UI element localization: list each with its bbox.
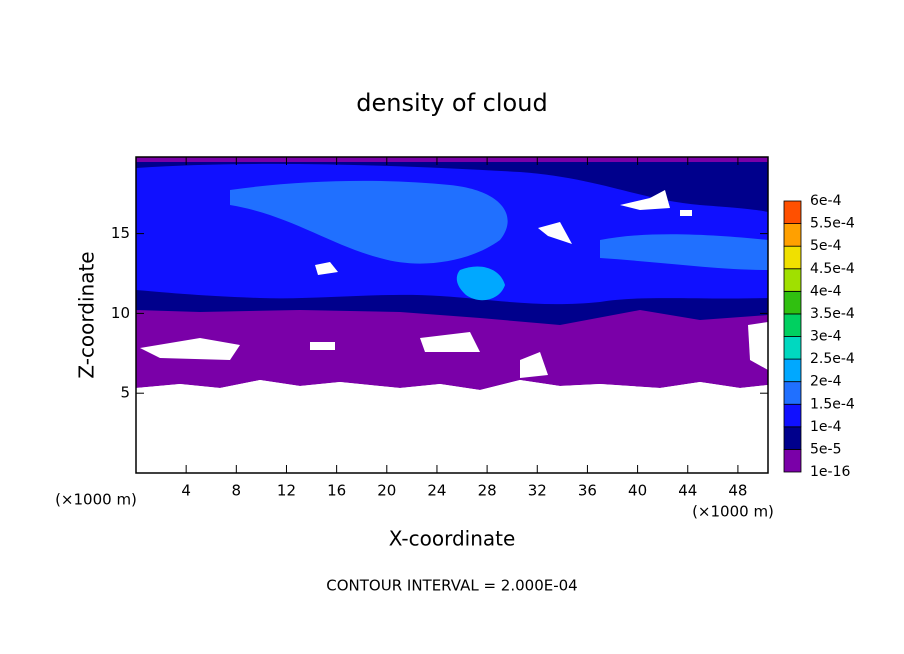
colorbar-label: 3e-4 [810,329,842,345]
colorbar-label: 5e-4 [810,238,842,254]
colorbar-swatch [783,358,802,383]
x-tick-label: 44 [678,482,697,500]
x-tick-label: 4 [181,482,191,500]
contour-field [136,157,768,473]
colorbar-swatch [783,268,802,292]
colorbar-swatch [783,313,802,337]
colorbar-label: 5e-5 [810,441,841,457]
empty-region [520,352,548,378]
empty-region [748,322,768,370]
empty-region [620,190,670,210]
footer-note: CONTOUR INTERVAL = 2.000E-04 [326,577,577,595]
colorbar-label: 2.5e-4 [810,351,855,367]
colorbar-swatch [783,336,802,360]
colorbar-swatch [783,245,802,270]
x-tick-label: 12 [277,482,296,500]
empty-region [315,262,338,275]
colorbar-label: 2e-4 [810,374,842,390]
y-tick-label: 15 [111,224,130,242]
colorbar-swatch [783,290,802,315]
colorbar-label: 1.5e-4 [810,396,855,412]
x-tick-label: 24 [427,482,446,500]
empty-region [420,332,480,352]
chart-title: density of cloud [356,89,547,117]
contour-region [230,180,508,264]
x-axis-label: X-coordinate [389,527,516,551]
colorbar-swatch [783,200,802,224]
colorbar-label: 4e-4 [810,283,842,299]
empty-region [140,338,240,360]
empty-region [538,222,572,244]
x-unit-label: (×1000 m) [55,491,137,509]
y-tick-label: 10 [111,304,130,322]
x-tick-label: 16 [327,482,346,500]
colorbar-label: 5.5e-4 [810,216,855,232]
colorbar-label: 3.5e-4 [810,306,855,322]
colorbar-label: 6e-4 [810,193,842,209]
x-tick-label: 36 [578,482,597,500]
colorbar-swatch [783,223,802,247]
contour-region [456,266,505,301]
y-axis-label: Z-coordinate [75,251,99,378]
x-tick-label: 32 [528,482,547,500]
x-tick-label: 8 [232,482,242,500]
colorbar-label: 1e-4 [810,419,842,435]
colorbar-label: 1e-16 [810,464,850,480]
x-tick-label: 48 [728,482,747,500]
colorbar-swatch [783,403,802,428]
x-tick-label: 20 [377,482,396,500]
colorbar-swatch [783,381,802,405]
colorbar-swatch [783,449,802,473]
contour-region [600,234,768,270]
x-tick-label: 28 [478,482,497,500]
colorbar-swatch [783,426,802,450]
plot-frame [135,156,769,474]
empty-region [680,210,692,216]
colorbar-label: 4.5e-4 [810,261,855,277]
empty-region [136,380,768,473]
y-tick-label: 5 [120,384,130,402]
x-unit-label: (×1000 m) [692,503,774,521]
x-tick-label: 40 [628,482,647,500]
empty-region [310,342,335,350]
